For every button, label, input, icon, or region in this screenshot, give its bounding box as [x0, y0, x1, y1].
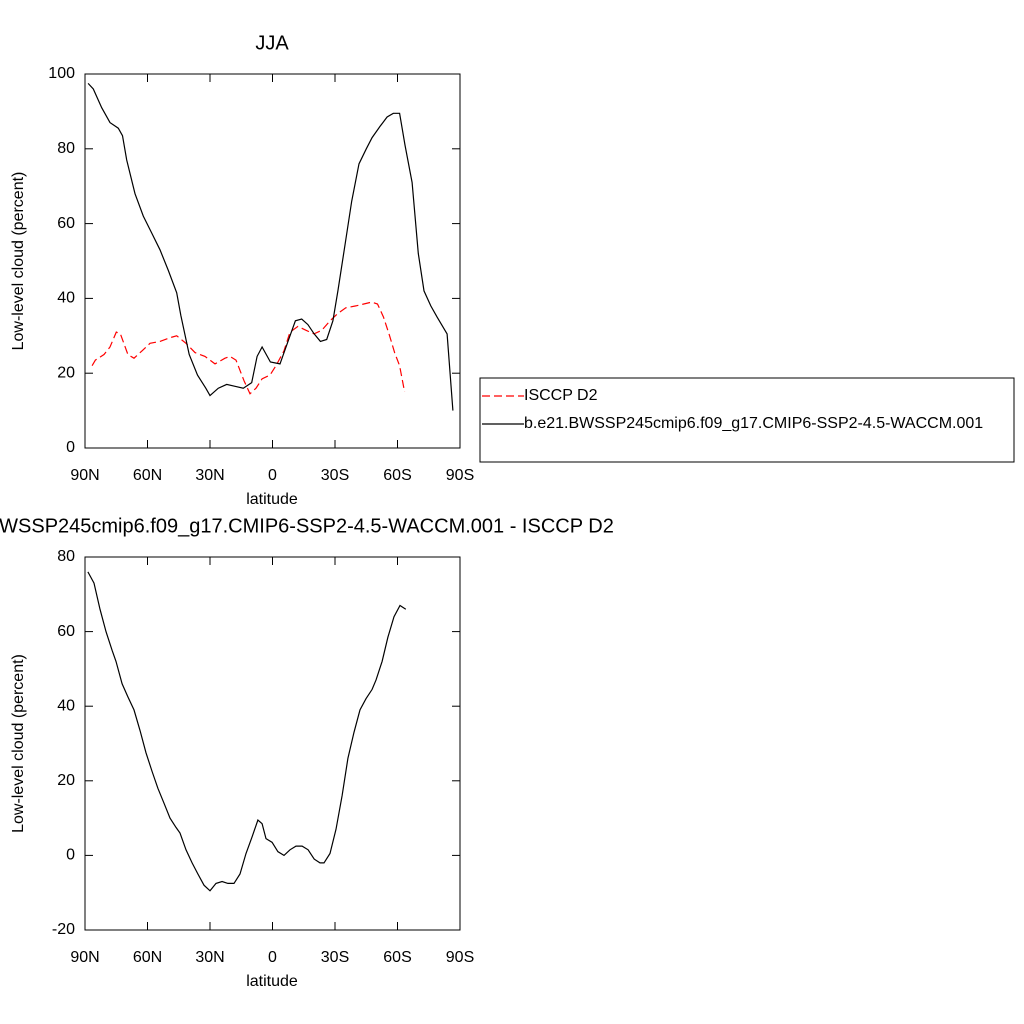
series-line — [91, 301, 406, 395]
y-tick-label: 0 — [66, 439, 75, 456]
legend-label: ISCCP D2 — [524, 387, 598, 404]
y-tick-label: 40 — [57, 697, 75, 714]
y-tick-label: -20 — [52, 921, 75, 938]
x-tick-label: 30S — [321, 467, 349, 484]
legend-label: b.e21.BWSSP245cmip6.f09_g17.CMIP6-SSP2-4… — [524, 415, 983, 432]
x-tick-label: 30N — [195, 467, 224, 484]
y-axis-label: Low-level cloud (percent) — [10, 654, 27, 833]
plot-frame — [84, 73, 461, 449]
y-tick-label: 100 — [48, 65, 75, 82]
y-tick-label: 80 — [57, 548, 75, 565]
chart-title: JJA — [255, 32, 289, 54]
x-tick-label: 90N — [70, 467, 99, 484]
x-tick-label: 90S — [446, 949, 474, 966]
y-tick-label: 60 — [57, 623, 75, 640]
series-line — [87, 82, 454, 411]
x-tick-label: 90S — [446, 467, 474, 484]
x-tick-label: 60N — [133, 467, 162, 484]
y-tick-label: 20 — [57, 364, 75, 381]
y-tick-label: 0 — [66, 847, 75, 864]
x-tick-label: 60S — [383, 949, 411, 966]
chart-title: b.e21.BWSSP245cmip6.f09_g17.CMIP6-SSP2-4… — [0, 515, 614, 537]
x-tick-label: 90N — [70, 949, 99, 966]
y-tick-label: 60 — [57, 215, 75, 232]
x-tick-label: 0 — [268, 467, 277, 484]
y-tick-label: 40 — [57, 290, 75, 307]
plot-frame — [84, 556, 461, 931]
x-tick-label: 60N — [133, 949, 162, 966]
y-tick-label: 20 — [57, 772, 75, 789]
legend-box — [479, 377, 1015, 463]
x-tick-label: 60S — [383, 467, 411, 484]
x-axis-label: latitude — [246, 491, 298, 508]
x-axis-label: latitude — [246, 973, 298, 990]
y-axis-label: Low-level cloud (percent) — [10, 172, 27, 351]
x-tick-label: 30S — [321, 949, 349, 966]
series-line — [87, 571, 407, 892]
y-tick-label: 80 — [57, 140, 75, 157]
x-tick-label: 0 — [268, 949, 277, 966]
x-tick-label: 30N — [195, 949, 224, 966]
